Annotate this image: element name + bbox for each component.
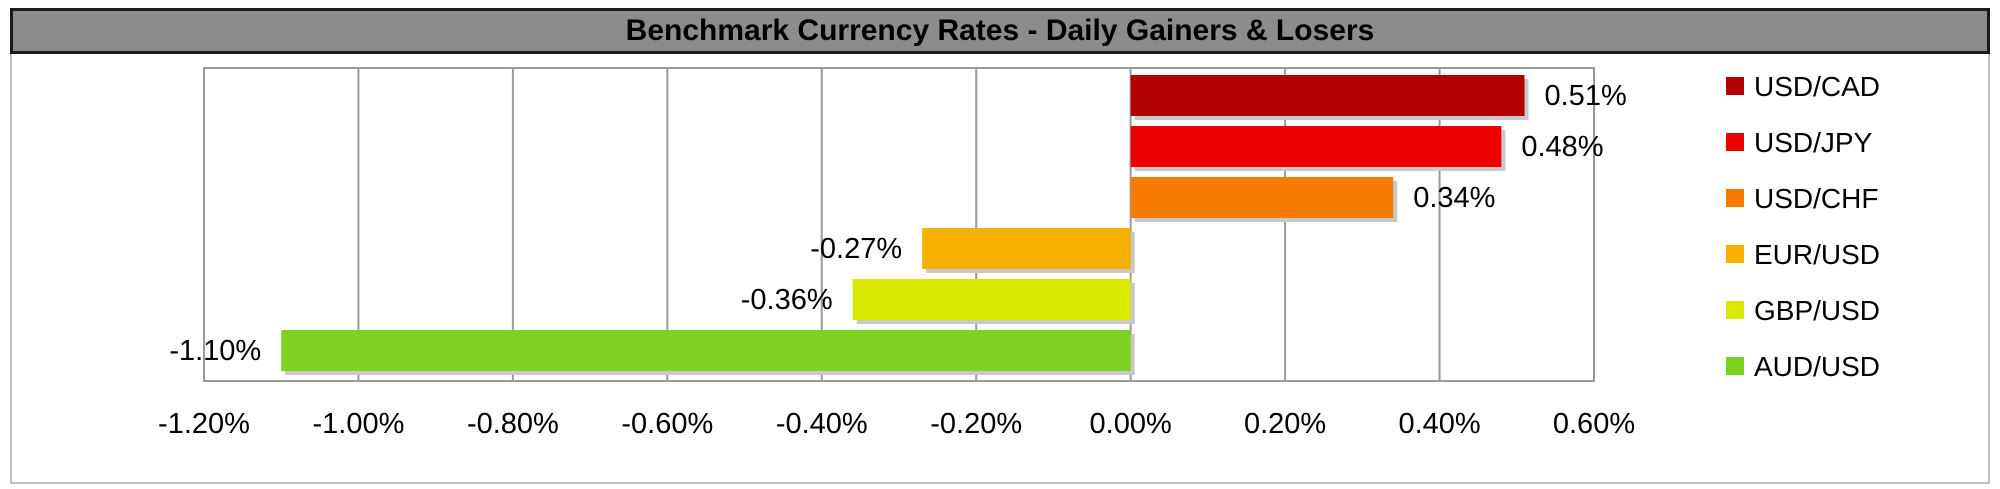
bar-usd-cad [1130, 75, 1525, 116]
bar-eur-usd [922, 228, 1131, 269]
legend-swatch [1726, 245, 1744, 263]
legend-swatch [1726, 357, 1744, 375]
data-label: 0.48% [1521, 131, 1603, 163]
legend-swatch [1726, 77, 1744, 95]
legend-swatch [1726, 133, 1744, 151]
legend-label: USD/CHF [1754, 183, 1878, 214]
x-tick-label: -0.40% [776, 408, 868, 440]
data-label: -0.36% [741, 284, 833, 316]
legend-label: EUR/USD [1754, 239, 1880, 270]
x-tick-label: 0.40% [1398, 408, 1480, 440]
data-label: -0.27% [810, 233, 902, 265]
bar-aud-usd [281, 330, 1131, 371]
legend-label: AUD/USD [1754, 351, 1880, 382]
x-tick-label: -1.20% [158, 408, 250, 440]
x-tick-label: -0.20% [930, 408, 1022, 440]
x-tick-label: -0.80% [467, 408, 559, 440]
legend-label: USD/CAD [1754, 71, 1880, 102]
data-label: 0.34% [1413, 182, 1495, 214]
data-label: -1.10% [169, 335, 261, 367]
x-tick-label: -0.60% [621, 408, 713, 440]
legend-swatch [1726, 189, 1744, 207]
legend-swatch [1726, 301, 1744, 319]
x-tick-label: 0.00% [1090, 408, 1172, 440]
chart-title-bar: Benchmark Currency Rates - Daily Gainers… [10, 8, 1990, 54]
chart-title: Benchmark Currency Rates - Daily Gainers… [625, 14, 1375, 47]
bar-usd-chf [1130, 177, 1394, 218]
bar-usd-jpy [1130, 126, 1502, 167]
x-tick-label: -1.00% [312, 408, 404, 440]
legend-label: USD/JPY [1754, 127, 1873, 158]
x-tick-label: 0.20% [1244, 408, 1326, 440]
data-label: 0.51% [1545, 80, 1627, 112]
legend-label: GBP/USD [1754, 295, 1880, 326]
x-tick-label: 0.60% [1553, 408, 1635, 440]
bar-gbp-usd [852, 279, 1131, 320]
